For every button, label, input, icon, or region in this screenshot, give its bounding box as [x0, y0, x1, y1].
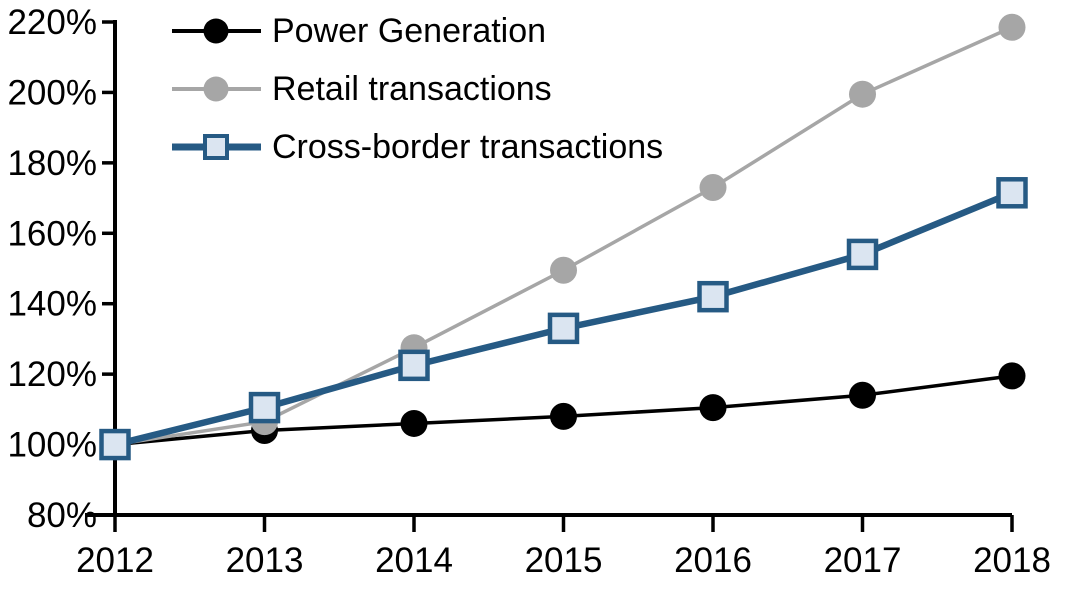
y-tick-label: 180% [7, 144, 97, 183]
x-tick-label: 2013 [226, 541, 304, 580]
x-tick-label: 2012 [76, 541, 154, 580]
y-tick-label: 100% [7, 426, 97, 465]
y-tick-label: 160% [7, 214, 97, 253]
legend-label-retail-transactions: Retail transactions [272, 70, 552, 108]
legend-item-retail-transactions: Retail transactions [170, 71, 663, 107]
data-point-retail-transactions [550, 256, 577, 284]
data-point-power-generation [400, 409, 428, 437]
data-point-power-generation [550, 402, 577, 430]
y-tick-label: 140% [7, 285, 97, 324]
data-point-power-generation [849, 381, 876, 409]
data-point-retail-transactions [699, 174, 727, 202]
y-tick-label: 120% [7, 355, 97, 394]
x-tick-label: 2014 [375, 541, 453, 580]
y-tick-label: 220% [7, 3, 97, 42]
data-point-cross-border-transactions [99, 428, 131, 461]
data-point-power-generation [699, 394, 727, 422]
legend-swatch-power-generation-icon [170, 13, 263, 49]
x-tick-label: 2018 [973, 541, 1051, 580]
data-point-cross-border-transactions [846, 238, 879, 271]
legend-label-cross-border-transactions: Cross-border transactions [272, 128, 664, 166]
legend-swatch-retail-transactions-icon [170, 71, 263, 107]
data-point-cross-border-transactions [697, 280, 729, 313]
data-point-cross-border-transactions [547, 312, 580, 345]
legend-label-power-generation: Power Generation [272, 12, 547, 50]
data-point-retail-transactions [849, 80, 876, 108]
data-point-retail-transactions [998, 13, 1026, 41]
legend-item-power-generation: Power Generation [170, 13, 663, 49]
legend: Power Generation Retail transactions Cro… [170, 13, 663, 165]
y-tick-label: 200% [7, 73, 97, 112]
y-tick-label: 80% [27, 496, 97, 535]
x-tick-label: 2015 [525, 541, 603, 580]
x-tick-label: 2016 [674, 541, 752, 580]
legend-swatch-cross-border-transactions-icon [170, 129, 263, 165]
data-point-cross-border-transactions [398, 349, 430, 382]
data-point-cross-border-transactions [248, 391, 281, 424]
data-point-power-generation [998, 362, 1026, 390]
x-tick-label: 2017 [824, 541, 902, 580]
legend-item-cross-border-transactions: Cross-border transactions [170, 129, 663, 165]
data-point-cross-border-transactions [996, 177, 1028, 209]
